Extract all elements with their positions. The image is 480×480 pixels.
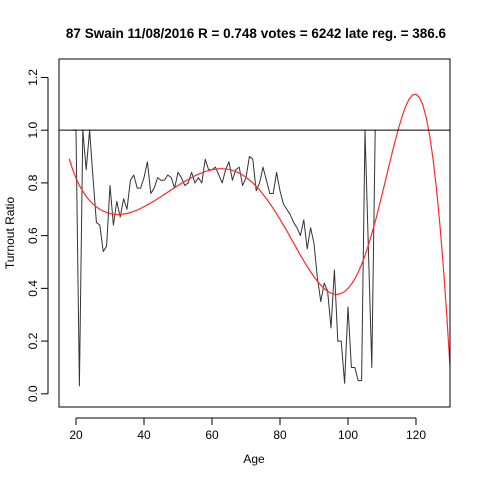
y-tick-label: 0.4 — [26, 280, 40, 297]
x-tick-label: 40 — [137, 428, 151, 442]
y-axis-label: Turnout Ratio — [3, 197, 17, 270]
y-tick-label: 0.0 — [26, 385, 40, 402]
y-tick-label: 0.6 — [26, 227, 40, 244]
y-tick-label: 0.2 — [26, 332, 40, 349]
x-axis: 20 40 60 80 100 120 — [69, 417, 426, 442]
x-tick-label: 120 — [406, 428, 426, 442]
y-tick-label: 0.8 — [26, 174, 40, 191]
plot-series — [68, 93, 450, 387]
x-tick-label: 20 — [69, 428, 83, 442]
x-tick-label: 100 — [338, 428, 358, 442]
x-tick-label: 60 — [205, 428, 219, 442]
x-axis-label: Age — [243, 452, 265, 466]
y-tick-label: 1.2 — [26, 69, 40, 86]
observed-series-line — [72, 129, 376, 387]
y-axis: 0.0 0.2 0.4 0.6 0.8 1.0 1.2 — [26, 69, 49, 402]
y-tick-label: 1.0 — [26, 122, 40, 139]
plot-frame — [58, 58, 451, 408]
chart-title: 87 Swain 11/08/2016 R = 0.748 votes = 62… — [66, 26, 447, 41]
fitted-curve-line — [68, 93, 450, 367]
x-tick-label: 80 — [273, 428, 287, 442]
